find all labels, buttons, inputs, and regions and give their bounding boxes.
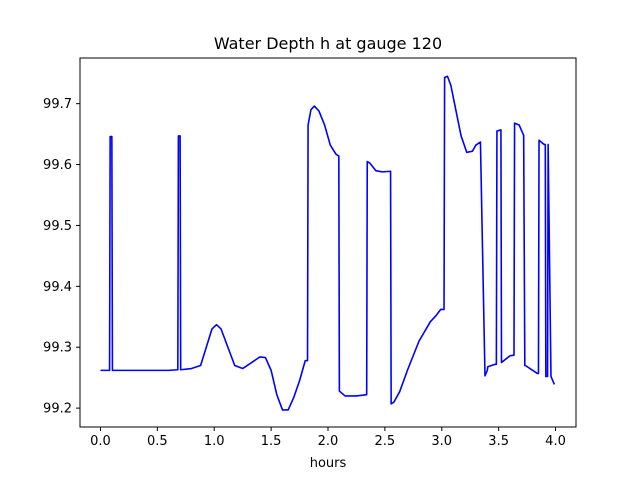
x-tick-label: 0.0 <box>90 434 111 449</box>
x-tick-label: 1.0 <box>204 434 225 449</box>
series-line-0 <box>100 75 556 411</box>
x-axis: 0.0 0.5 1.0 1.5 2.0 2.5 3.0 3.5 4.0 <box>90 427 566 449</box>
y-tick-label: 99.5 <box>43 219 72 234</box>
y-tick-label: 99.3 <box>43 341 72 356</box>
y-tick-label: 99.7 <box>43 97 72 112</box>
y-tick-label: 99.2 <box>43 402 72 417</box>
x-tick-label: 4.0 <box>545 434 566 449</box>
x-tick-label: 2.0 <box>318 434 339 449</box>
chart-title: Water Depth h at gauge 120 <box>214 34 442 53</box>
x-tick-label: 3.0 <box>431 434 452 449</box>
x-tick-label: 1.5 <box>261 434 282 449</box>
y-tick-label: 99.4 <box>43 280 72 295</box>
y-tick-label: 99.6 <box>43 158 72 173</box>
series-layer <box>100 75 556 411</box>
y-axis: 99.2 99.3 99.4 99.5 99.6 99.7 <box>43 97 80 417</box>
x-tick-label: 0.5 <box>147 434 168 449</box>
x-tick-label: 2.5 <box>375 434 396 449</box>
x-tick-label: 3.5 <box>488 434 509 449</box>
x-axis-label: hours <box>310 456 347 471</box>
